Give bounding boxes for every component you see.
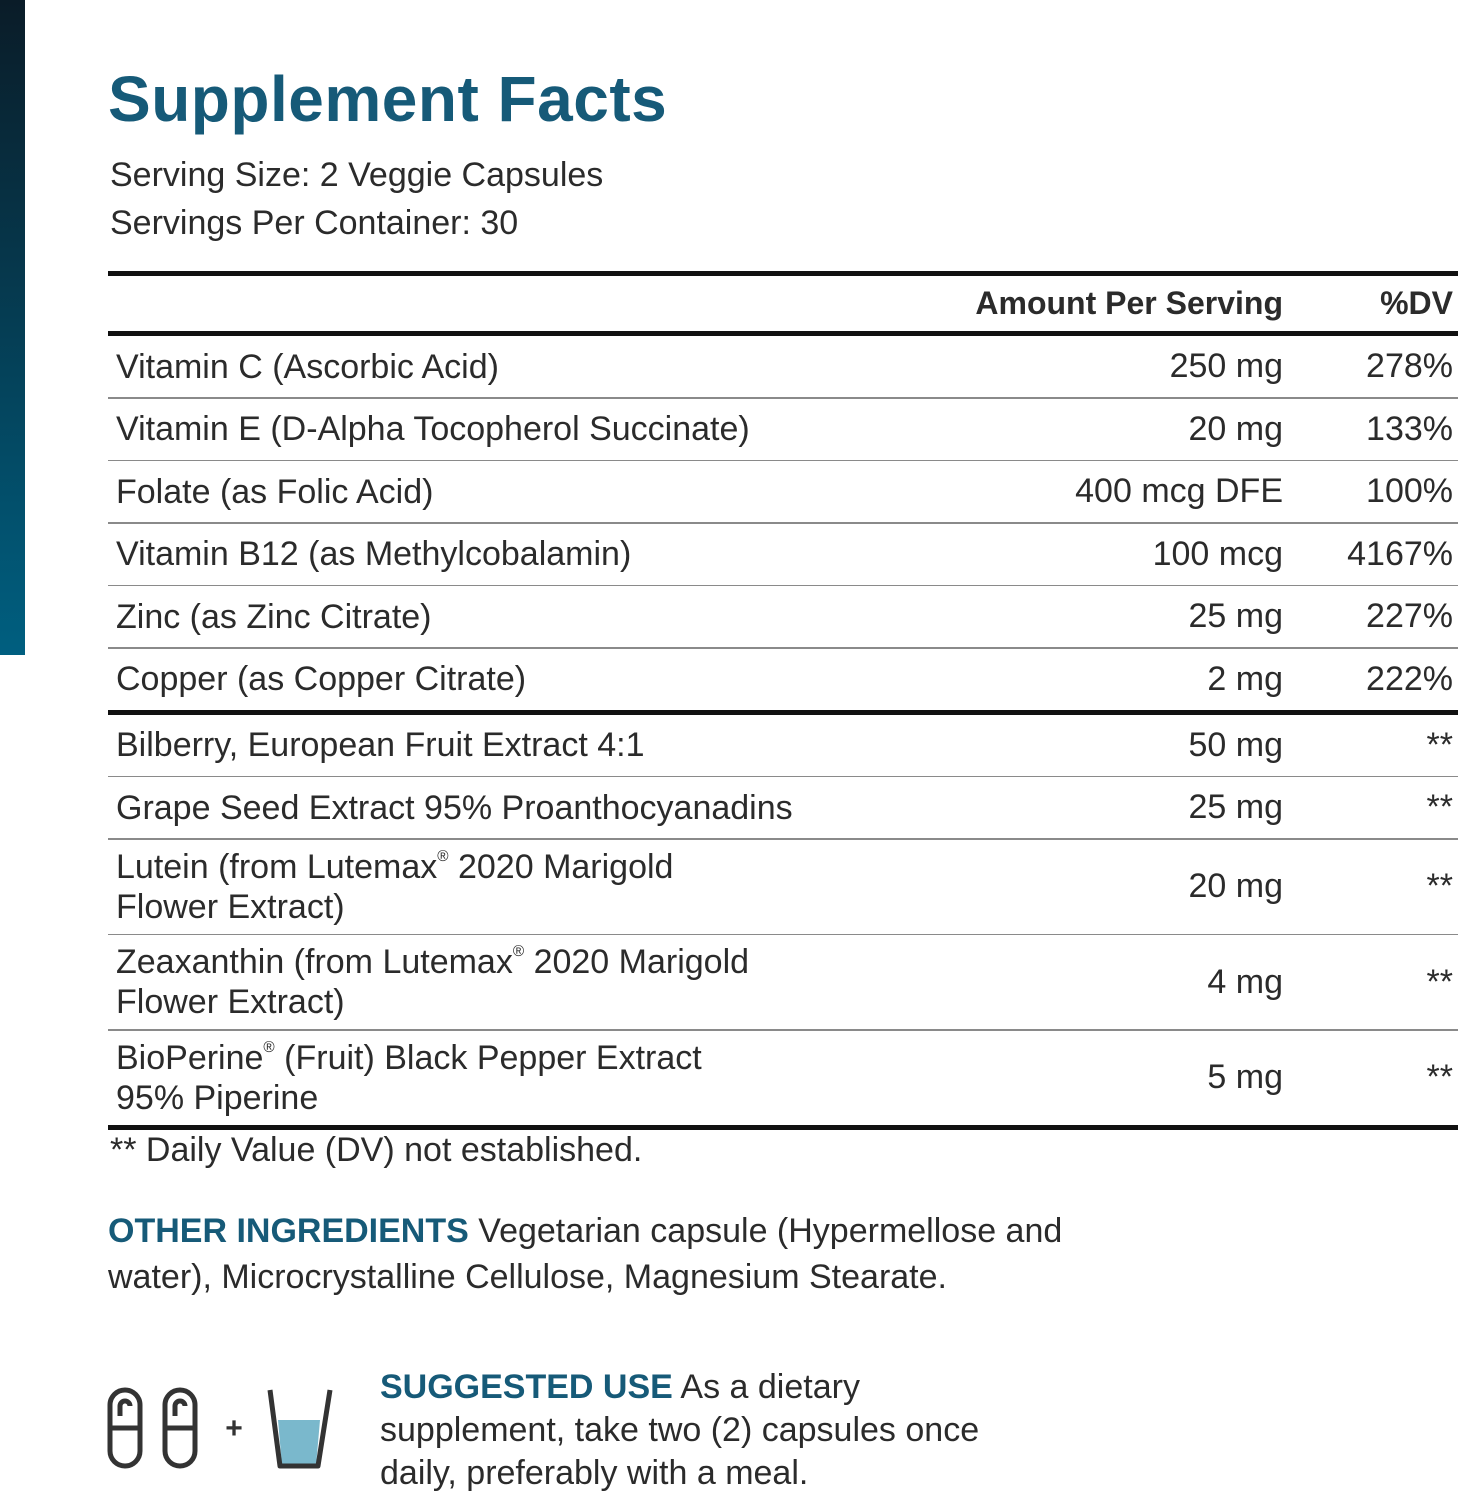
daily-value: ** <box>1426 1058 1453 1096</box>
side-bar <box>0 0 25 655</box>
usage-icons: + <box>107 1387 333 1469</box>
name-line: Zinc (as Zinc Citrate) <box>116 597 432 636</box>
nutrient-name: Lutein (from Lutemax® 2020 Marigold Flowe… <box>108 847 883 927</box>
amount: 20 mg <box>1188 409 1284 448</box>
rule <box>108 522 1458 524</box>
other-ingredients-label: OTHER INGREDIENTS <box>108 1212 469 1250</box>
name-line: Grape Seed Extract 95% Proanthocyanadins <box>116 788 793 827</box>
nutrient-name: Folate (as Folic Acid) <box>108 472 883 512</box>
name-line: Bilberry, European Fruit Extract 4:1 <box>116 726 645 764</box>
daily-value: ** <box>1426 962 1453 1001</box>
rule <box>108 271 1458 276</box>
amount: 25 mg <box>1188 788 1284 826</box>
name-line: Vitamin E (D-Alpha Tocopherol Succinate) <box>116 410 750 448</box>
other-ingredients-text: Vegetarian capsule (Hypermellose and wat… <box>108 1212 1063 1296</box>
name-line: Folate (as Folic Acid) <box>116 472 434 511</box>
header-row: Amount Per Serving %DV <box>108 276 1458 331</box>
daily-value: 4167% <box>1347 534 1453 573</box>
nutrient-name: Copper (as Copper Citrate) <box>108 659 883 699</box>
nutrient-name: Vitamin C (Ascorbic Acid) <box>108 347 883 387</box>
plus: + <box>225 1412 243 1445</box>
nutrient-row: Vitamin E (D-Alpha Tocopherol Succinate)… <box>108 399 1458 460</box>
daily-value: ** <box>1426 725 1453 764</box>
amount: 5 mg <box>1207 1058 1283 1096</box>
nutrient-row: Zinc (as Zinc Citrate) 25 mg 227% <box>108 586 1458 647</box>
amount: 100 mcg <box>1152 534 1283 573</box>
nutrient-name: Grape Seed Extract 95% Proanthocyanadins <box>108 788 883 828</box>
name-line: Lutein (from Lutemax® 2020 Marigold <box>116 847 674 886</box>
rule <box>108 709 1458 715</box>
nutrient-row: Vitamin C (Ascorbic Acid) 250 mg 278% <box>108 336 1458 397</box>
suggested-use-text: As a dietary supplement, take two (2) ca… <box>380 1368 980 1492</box>
nutrient-row: Grape Seed Extract 95% Proanthocyanadins… <box>108 777 1458 838</box>
rule <box>108 933 1458 935</box>
amount: 4 mg <box>1207 962 1283 1001</box>
rule <box>108 775 1458 777</box>
suggested-use-label: SUGGESTED USE <box>380 1368 673 1406</box>
daily-value: ** <box>1426 788 1453 826</box>
amount: 20 mg <box>1188 867 1284 905</box>
serving-size: Serving Size: 2 Veggie Capsules <box>110 156 604 194</box>
rule <box>108 838 1458 840</box>
daily-value: 278% <box>1366 347 1453 385</box>
nutrient-name: Vitamin B12 (as Methylcobalamin) <box>108 534 883 574</box>
nutrient-row: Zeaxanthin (from Lutemax® 2020 Marigold F… <box>108 935 1458 1029</box>
name-line: Flower Extract) <box>116 887 345 926</box>
servings-per-container: Servings Per Container: 30 <box>110 204 519 242</box>
suggested-use: SUGGESTED USE As a dietary supplement, t… <box>380 1366 980 1495</box>
nutrient-row: Folate (as Folic Acid) 400 mcg DFE 100% <box>108 461 1458 522</box>
rule <box>108 1029 1458 1031</box>
daily-value: 227% <box>1366 597 1453 635</box>
title: Supplement Facts <box>108 63 668 135</box>
header-dv: %DV <box>1380 285 1453 321</box>
amount: 400 mcg DFE <box>1075 472 1283 510</box>
facts-table: Amount Per Serving %DV Vitamin C (Ascorbic… <box>108 271 1458 1130</box>
name-line: BioPerine® (Fruit) Black Pepper Extract <box>116 1038 702 1077</box>
name-line: Vitamin C (Ascorbic Acid) <box>116 347 499 386</box>
name-line: 95% Piperine <box>116 1078 319 1117</box>
daily-value: ** <box>1426 867 1453 905</box>
name-line: Vitamin B12 (as Methylcobalamin) <box>116 535 632 573</box>
nutrient-row: BioPerine® (Fruit) Black Pepper Extract 9… <box>108 1031 1458 1125</box>
nutrient-name: Bilberry, European Fruit Extract 4:1 <box>108 725 883 765</box>
nutrient-name: BioPerine® (Fruit) Black Pepper Extract 9… <box>108 1038 883 1118</box>
rule <box>108 397 1458 399</box>
daily-value: 222% <box>1366 659 1453 698</box>
other-ingredients: OTHER INGREDIENTS Vegetarian capsule (Hy… <box>108 1208 1118 1300</box>
amount: 2 mg <box>1207 659 1283 698</box>
header-amount: Amount Per Serving <box>975 285 1283 321</box>
rule <box>108 331 1458 336</box>
nutrient-row: Vitamin B12 (as Methylcobalamin) 100 mcg 4… <box>108 524 1458 585</box>
nutrient-row: Lutein (from Lutemax® 2020 Marigold Flowe… <box>108 840 1458 934</box>
name-line: Flower Extract) <box>116 983 345 1021</box>
nutrient-name: Vitamin E (D-Alpha Tocopherol Succinate) <box>108 409 883 449</box>
amount: 25 mg <box>1188 597 1284 635</box>
daily-value: 133% <box>1366 409 1453 448</box>
name-line: Zeaxanthin (from Lutemax® 2020 Marigold <box>116 943 750 981</box>
nutrient-name: Zeaxanthin (from Lutemax® 2020 Marigold F… <box>108 942 883 1022</box>
rule <box>108 584 1458 586</box>
nutrient-name: Zinc (as Zinc Citrate) <box>108 597 883 637</box>
daily-value: 100% <box>1366 472 1453 510</box>
footnote: ** Daily Value (DV) not established. <box>110 1131 643 1169</box>
amount: 250 mg <box>1169 347 1283 385</box>
rule <box>108 647 1458 649</box>
nutrient-row: Copper (as Copper Citrate) 2 mg 222% <box>108 649 1458 710</box>
nutrient-row: Bilberry, European Fruit Extract 4:1 50 m… <box>108 715 1458 776</box>
rule <box>108 459 1458 461</box>
name-line: Copper (as Copper Citrate) <box>116 660 527 698</box>
rule <box>108 1124 1458 1130</box>
amount: 50 mg <box>1188 725 1284 764</box>
